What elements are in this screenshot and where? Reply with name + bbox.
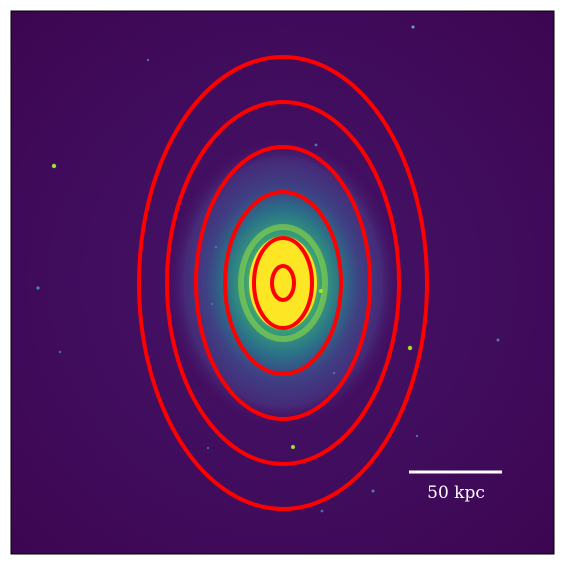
contour-6 bbox=[137, 55, 429, 511]
isophote-contours bbox=[137, 55, 429, 511]
contour-3 bbox=[223, 190, 343, 376]
panel-border bbox=[10, 10, 555, 555]
scale-bar-label: 50 kpc bbox=[427, 483, 485, 503]
contour-2 bbox=[252, 236, 314, 330]
galaxy-core bbox=[249, 236, 317, 330]
contour-5 bbox=[165, 100, 401, 466]
contour-4 bbox=[194, 145, 372, 421]
contour-1 bbox=[270, 264, 296, 302]
galaxy-core-edge bbox=[238, 224, 328, 342]
